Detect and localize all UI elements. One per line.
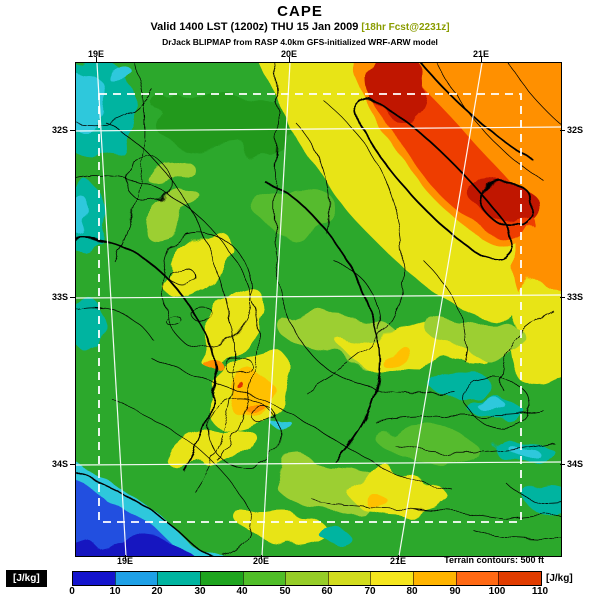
tick-mark: [70, 464, 75, 465]
lon-label-top-20e: 20E: [280, 49, 298, 59]
lat-label-right-34s: 34S: [567, 459, 584, 469]
tick-mark: [70, 297, 75, 298]
cape-field-map: [76, 63, 561, 556]
colorbar-segment: [498, 572, 542, 585]
colorbar-segment: [73, 572, 115, 585]
colorbar-segment: [327, 572, 371, 585]
map-frame: [75, 62, 562, 557]
units-label-right: [J/kg]: [546, 573, 573, 584]
colorbar-tick-50: 50: [279, 586, 291, 597]
colorbar-segment: [114, 572, 158, 585]
tick-mark: [560, 297, 565, 298]
colorbar-tick-60: 60: [321, 586, 333, 597]
colorbar-tick-100: 100: [488, 586, 506, 597]
colorbar-segment: [370, 572, 414, 585]
latlon-grid-lines: [76, 63, 561, 556]
terrain-contours-note: Terrain contours: 500 ft: [444, 555, 544, 565]
tick-mark: [398, 555, 399, 560]
colorbar-tick-20: 20: [151, 586, 163, 597]
colorbar-segment: [455, 572, 499, 585]
forecast-hour-text: [18hr Fcst@2231z]: [361, 22, 450, 33]
colorbar-segment: [199, 572, 243, 585]
colorbar-tick-40: 40: [236, 586, 248, 597]
colorbar-tick-0: 0: [69, 586, 75, 597]
domain-boundary-dashed: [98, 93, 522, 523]
cape-colorbar: [72, 571, 542, 586]
colorbar-tick-30: 30: [194, 586, 206, 597]
lat-label-right-33s: 33S: [567, 292, 584, 302]
map-layers: [76, 63, 561, 556]
lon-label-bottom-20e: 20E: [252, 556, 270, 566]
lon-label-bottom-21e: 21E: [389, 556, 407, 566]
tick-mark: [125, 555, 126, 560]
tick-mark: [261, 555, 262, 560]
lon-label-top-19e: 19E: [87, 49, 105, 59]
model-source-line: DrJack BLIPMAP from RASP 4.0km GFS-initi…: [162, 37, 438, 47]
lat-label-left-32s: 32S: [51, 125, 68, 135]
terrain-contours-layer: [76, 63, 561, 556]
lat-label-right-32s: 32S: [567, 125, 584, 135]
colorbar-segment: [285, 572, 328, 585]
tick-mark: [289, 57, 290, 62]
colorbar-segment: [157, 572, 200, 585]
tick-mark: [560, 130, 565, 131]
lon-label-top-21e: 21E: [472, 49, 490, 59]
colorbar-tick-80: 80: [406, 586, 418, 597]
units-label-left: [J/kg]: [6, 570, 47, 587]
lon-label-bottom-19e: 19E: [116, 556, 134, 566]
tick-mark: [481, 57, 482, 62]
colorbar-tick-90: 90: [449, 586, 461, 597]
colorbar-segment: [242, 572, 286, 585]
lat-label-left-34s: 34S: [51, 459, 68, 469]
tick-mark: [96, 57, 97, 62]
colorbar-tick-110: 110: [531, 586, 549, 597]
tick-mark: [70, 130, 75, 131]
lat-label-left-33s: 33S: [51, 292, 68, 302]
colorbar-tick-70: 70: [364, 586, 376, 597]
colorbar-tick-10: 10: [109, 586, 121, 597]
tick-mark: [560, 464, 565, 465]
valid-time-text: Valid 1400 LST (1200z) THU 15 Jan 2009: [150, 21, 362, 33]
page-title: CAPE: [277, 3, 323, 20]
colorbar-segment: [413, 572, 456, 585]
valid-time-line: Valid 1400 LST (1200z) THU 15 Jan 2009 […: [0, 21, 600, 33]
